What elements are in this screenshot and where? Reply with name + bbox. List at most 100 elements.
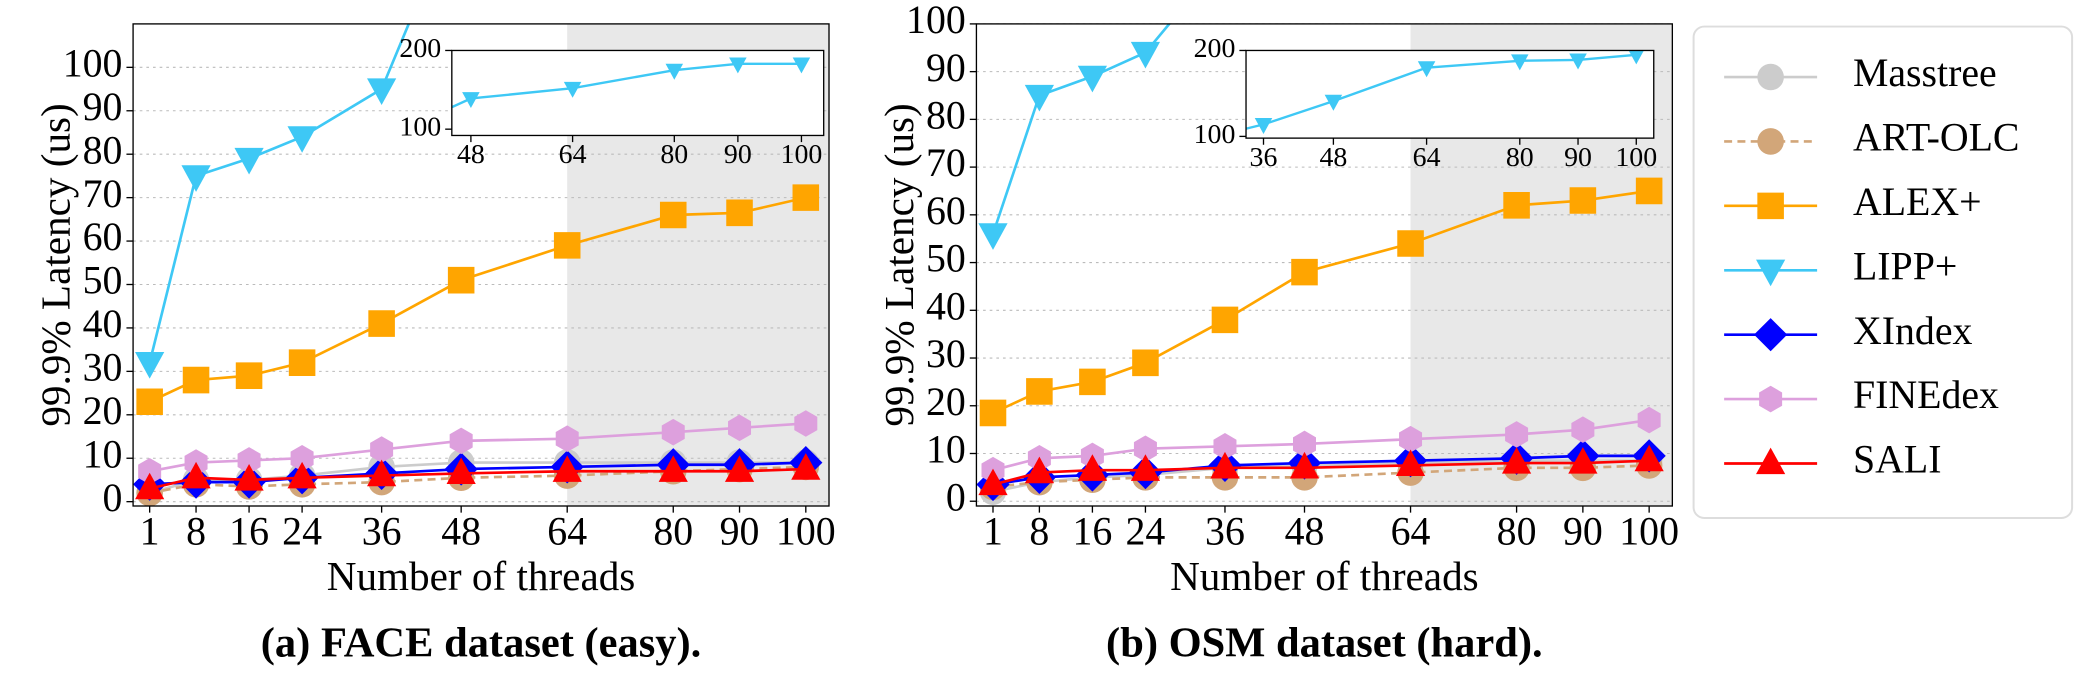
x-tick-label: 64 [559,139,587,170]
data-point [1133,435,1157,463]
x-tick-label: 8 [1029,508,1049,553]
legend-marker [1756,259,1786,287]
data-point [367,78,397,105]
data-point [1571,416,1595,443]
y-tick-label: 40 [926,283,966,328]
series-group [133,23,823,507]
data-point [1077,65,1108,93]
data-point [1397,230,1424,257]
legend-label: SALI [1853,437,1942,482]
data-point [1511,54,1529,71]
data-point [1132,349,1159,377]
data-point [181,461,211,489]
data-point [563,81,582,98]
data-point [792,184,820,211]
x-tick-label: 64 [1391,508,1431,553]
x-tick-label: 90 [1563,508,1603,553]
data-point [237,447,261,474]
data-point [1634,444,1664,472]
legend-label: XIndex [1853,308,1973,353]
axes-frame [975,23,1674,507]
x-tick-label: 24 [282,508,322,553]
x-axis-label: Number of threads [1170,553,1479,599]
y-tick-label: 70 [926,140,966,185]
data-point [136,388,163,416]
data-point [552,455,582,482]
legend-label: ALEX+ [1853,179,1982,224]
inset-series-group [1246,50,1644,134]
data-point [235,362,263,389]
data-point [1395,449,1426,477]
data-point [449,427,473,455]
data-point [181,165,211,192]
x-tick-label: 90 [1564,142,1592,173]
data-point [724,455,755,482]
y-tick-label: 200 [399,33,441,64]
y-tick-label: 20 [926,379,966,424]
y-tick-label: 100 [906,0,966,42]
data-point [1130,454,1161,481]
data-point [367,459,397,487]
data-point [794,410,818,437]
x-tick-label: 8 [186,508,206,553]
x-tick-label: 90 [720,508,760,553]
y-tick-label: 100 [399,112,441,143]
legend-marker [1754,318,1788,352]
data-point [1503,192,1530,219]
data-point [1568,447,1598,474]
x-tick-label: 100 [1615,142,1657,173]
x-tick-label: 80 [1506,142,1534,173]
data-point [659,201,687,229]
x-tick-label: 80 [660,139,688,170]
chart-caption: (b) OSM dataset (hard). [1106,620,1543,667]
series-line [149,422,806,473]
data-point [1324,94,1343,111]
data-point [978,468,1008,496]
data-point [726,199,753,227]
data-point [1628,50,1644,65]
data-point [1569,187,1597,214]
legend-marker [1757,63,1784,91]
data-point [1637,406,1661,434]
data-point [1635,177,1663,205]
data-point [553,232,581,259]
series-line [992,459,1650,486]
x-tick-label: 36 [362,508,402,553]
series-line [992,464,1650,489]
data-point [1289,451,1320,479]
series-line [148,23,411,363]
x-tick-label: 80 [653,508,693,553]
data-point [290,444,314,472]
data-point [665,63,684,80]
data-point [446,457,476,485]
data-point [555,425,579,452]
data-point [728,414,752,442]
y-tick-label: 90 [83,84,123,129]
data-point [287,461,317,489]
series-line [992,189,1650,415]
series-line [149,196,807,403]
y-tick-label: 80 [926,93,966,138]
legend-label: ART-OLC [1853,115,2020,160]
y-tick-label: 0 [103,475,123,520]
data-point [729,57,747,74]
y-axis-label: 99.9% Latency (us) [876,103,923,426]
x-axis-label: Number of threads [327,553,636,599]
data-point [1024,456,1054,484]
y-tick-label: 30 [83,345,123,390]
data-point [1291,258,1318,286]
x-tick-label: 90 [724,139,752,170]
y-axis-label: 99.9% Latency (us) [32,103,79,426]
data-point [135,352,165,379]
y-tick-label: 20 [83,388,123,433]
y-tick-label: 40 [83,301,123,346]
data-point [1077,454,1108,481]
data-point [1417,61,1436,78]
x-tick-label: 36 [1250,142,1278,173]
data-point [661,418,685,446]
data-point [368,310,395,337]
inset-background [1246,50,1654,139]
y-tick-label: 100 [1194,119,1236,150]
series-line [149,467,806,490]
